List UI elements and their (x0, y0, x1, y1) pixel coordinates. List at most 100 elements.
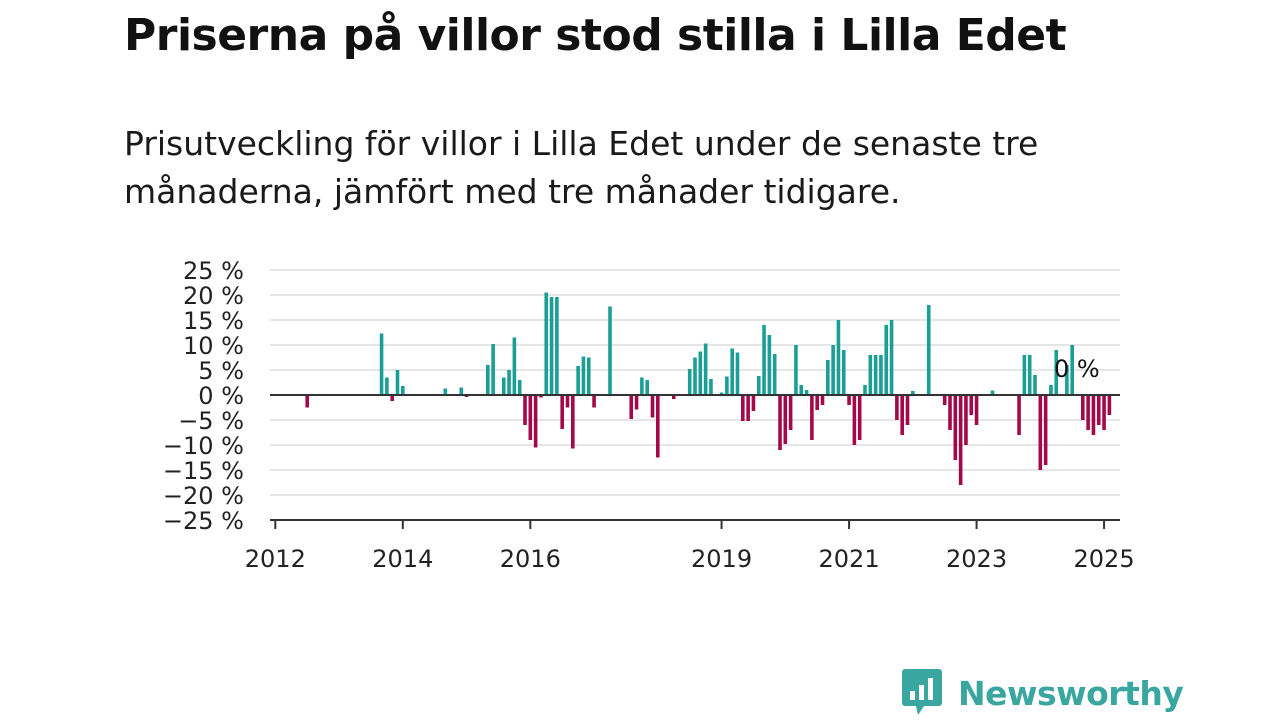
bar (741, 395, 745, 421)
x-tick-label: 2025 (1074, 545, 1135, 573)
bar (1017, 395, 1021, 435)
x-tick-label: 2019 (691, 545, 752, 573)
bar (1086, 395, 1090, 430)
bar-chart: 25 %20 %15 %10 %5 %0 %−5 %−10 %−15 %−20 … (163, 257, 1135, 573)
bar (544, 292, 549, 395)
bar (953, 395, 958, 460)
bar (725, 376, 729, 395)
bar (385, 377, 389, 395)
bar (507, 370, 511, 395)
bar (879, 355, 883, 395)
bar (1043, 395, 1048, 465)
bar (486, 365, 490, 395)
bar (592, 395, 596, 408)
bar (517, 380, 522, 395)
bar (640, 377, 644, 395)
bar (1070, 345, 1074, 395)
y-tick-label: 15 % (183, 307, 244, 335)
bar (900, 395, 904, 435)
x-tick-label: 2021 (819, 545, 880, 573)
bar (911, 391, 915, 395)
bar (1096, 395, 1101, 425)
bar (305, 395, 309, 408)
brand-logo: Newsworthy (902, 668, 1184, 718)
bar (831, 345, 835, 395)
axes (270, 394, 1120, 529)
bar (719, 392, 724, 395)
tick-labels: 25 %20 %15 %10 %5 %0 %−5 %−10 %−15 %−20 … (163, 257, 1135, 573)
bar (501, 377, 506, 395)
chart-title: Priserna på villor stod stilla i Lilla E… (124, 10, 1067, 61)
bar (645, 380, 649, 395)
bar (863, 385, 867, 395)
bar (1091, 395, 1096, 435)
bar (804, 390, 809, 395)
bar (576, 366, 580, 395)
bar (1065, 365, 1069, 395)
bar (958, 395, 963, 485)
bar (1027, 355, 1032, 395)
y-tick-label: −25 % (163, 507, 244, 535)
chart-subtitle: Prisutveckling för villor i Lilla Edet u… (124, 124, 1039, 211)
bar (1107, 395, 1112, 415)
y-tick-label: −5 % (178, 407, 244, 435)
bar (608, 306, 612, 395)
bar (767, 335, 772, 395)
bar (836, 320, 841, 395)
bar (634, 395, 639, 410)
bar (751, 395, 756, 411)
bar (969, 395, 974, 415)
bar (964, 395, 968, 445)
y-tick-label: 10 % (183, 332, 244, 360)
x-tick-label: 2014 (372, 545, 433, 573)
bar (873, 355, 878, 395)
bar (895, 395, 899, 420)
bar (1102, 395, 1106, 430)
bar (905, 395, 910, 425)
bar (512, 337, 517, 395)
end-value-label: 0 % (1054, 355, 1100, 383)
bar (1049, 385, 1053, 395)
bar (523, 395, 527, 425)
newsworthy-logo-icon (902, 669, 942, 715)
bar (847, 395, 851, 405)
bar (756, 376, 761, 395)
bar (491, 344, 495, 395)
bar (730, 348, 734, 395)
bar (560, 395, 564, 429)
bar (687, 369, 692, 395)
bar (815, 395, 819, 410)
bar (857, 395, 862, 440)
bar (650, 395, 655, 418)
bar (788, 395, 793, 430)
x-tick-label: 2012 (245, 545, 306, 573)
y-tick-label: 0 % (198, 382, 244, 410)
bar (693, 357, 697, 395)
y-tick-label: 20 % (183, 282, 244, 310)
bar (703, 343, 708, 395)
bar (799, 385, 804, 395)
bars (305, 292, 1112, 485)
bar (884, 325, 889, 395)
bar (533, 395, 538, 448)
bar (810, 395, 814, 440)
x-tick-label: 2023 (946, 545, 1007, 573)
y-tick-label: 25 % (183, 257, 244, 285)
y-tick-label: 5 % (198, 357, 244, 385)
y-tick-label: −20 % (163, 482, 244, 510)
bar (974, 395, 979, 425)
bar (841, 350, 846, 395)
bar (698, 351, 703, 395)
bar (528, 395, 533, 440)
bar (942, 395, 947, 405)
bar (586, 357, 591, 395)
bar (794, 345, 798, 395)
y-tick-label: −10 % (163, 432, 244, 460)
bar (852, 395, 857, 445)
bar (401, 386, 405, 395)
bar (1054, 350, 1059, 395)
bar (1033, 375, 1037, 395)
brand-name: Newsworthy (958, 673, 1184, 713)
bar (549, 297, 554, 395)
bar (581, 356, 586, 395)
